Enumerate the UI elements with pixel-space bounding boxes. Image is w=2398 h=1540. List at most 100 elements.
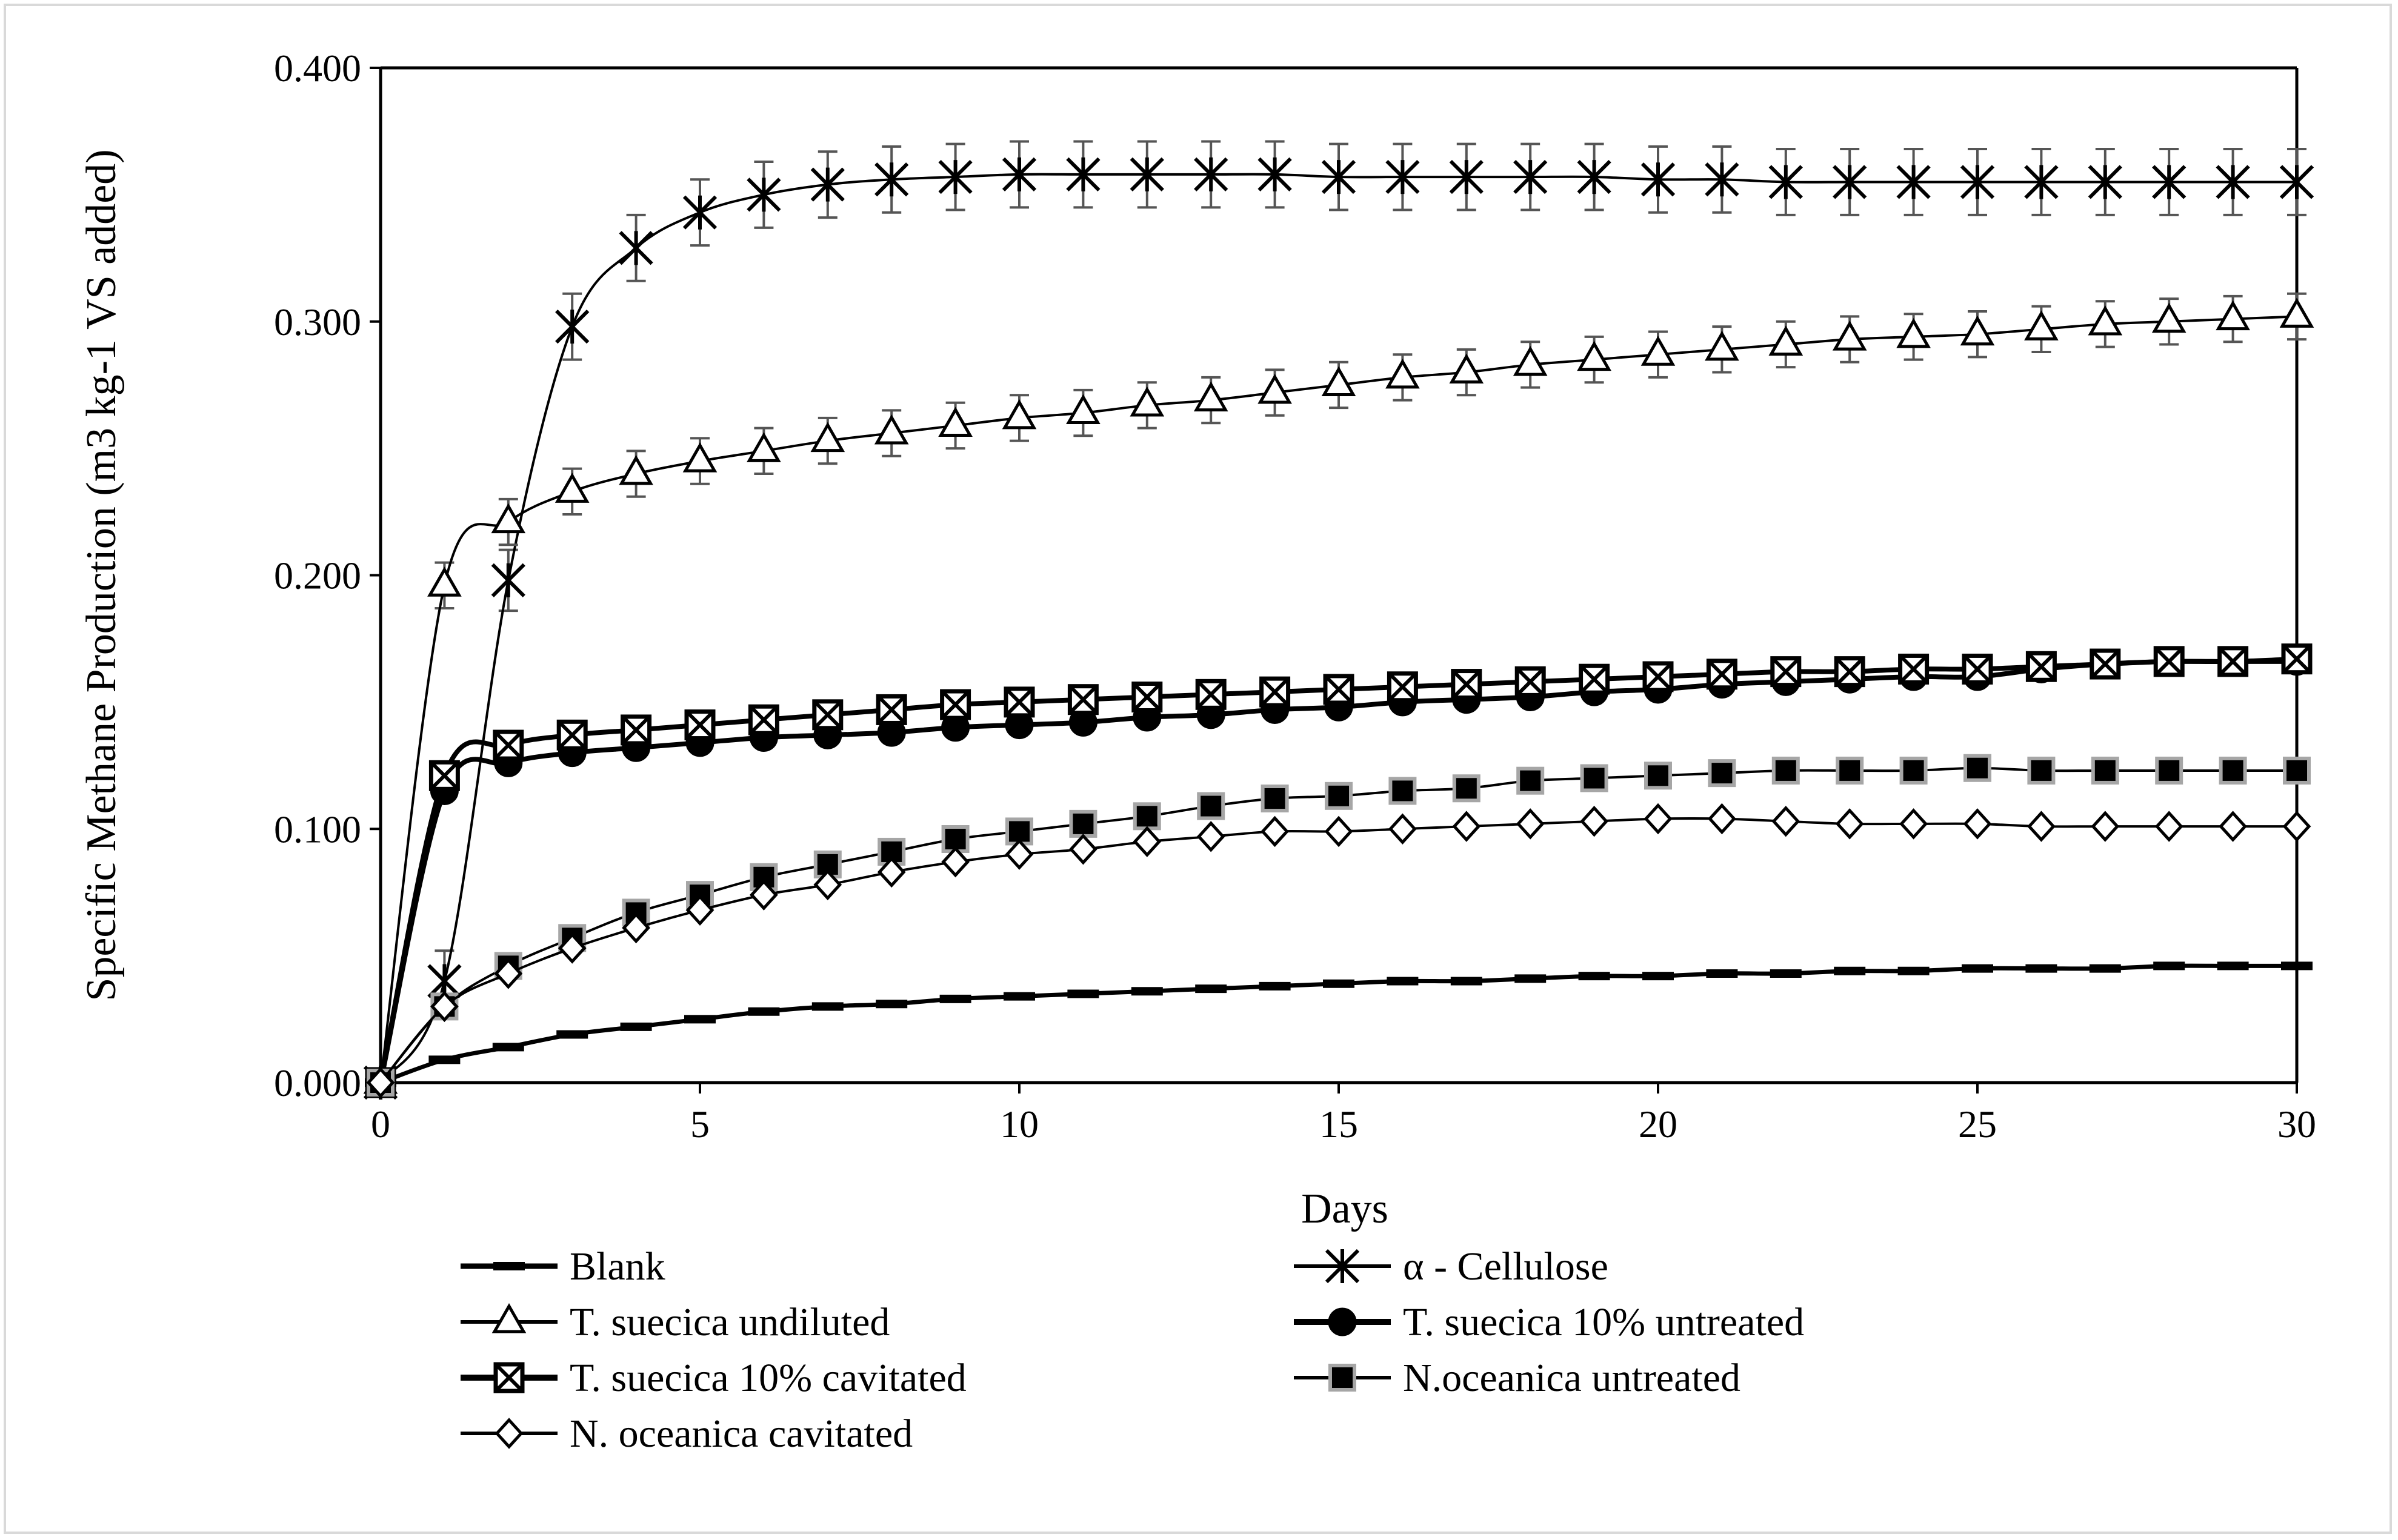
data-point — [1708, 803, 1736, 835]
data-point — [1705, 330, 1739, 361]
legend-swatch-marker — [1328, 1307, 1357, 1336]
legend-swatch-marker — [1328, 1364, 1356, 1392]
x-tick-label: 0 — [371, 1103, 390, 1146]
legend-item: T. suecica undiluted — [461, 1300, 890, 1344]
data-point — [1896, 165, 1931, 199]
data-point — [2151, 302, 2187, 333]
data-point — [2024, 165, 2059, 199]
data-point — [1133, 826, 1162, 857]
data-point — [876, 694, 907, 725]
data-point — [750, 879, 778, 911]
data-point — [1385, 159, 1420, 194]
data-point — [1960, 165, 1995, 199]
data-point — [427, 566, 462, 597]
data-point — [1066, 394, 1101, 424]
data-point — [1644, 762, 1672, 790]
legend-label: T. suecica 10% untreated — [1403, 1300, 1804, 1344]
series-6 — [366, 803, 2311, 1098]
data-point — [1195, 679, 1227, 710]
series-line — [378, 659, 2297, 1083]
series-line — [379, 817, 2297, 1084]
data-point — [366, 1067, 395, 1098]
data-point — [1577, 340, 1611, 371]
data-point — [747, 178, 781, 212]
data-point — [491, 563, 525, 597]
data-point — [1832, 320, 1867, 351]
data-point — [1069, 809, 1097, 838]
data-point — [2281, 643, 2313, 675]
data-point — [2027, 756, 2056, 785]
data-point — [682, 442, 718, 473]
data-point — [1644, 803, 1673, 835]
data-point — [1516, 766, 1545, 795]
data-point — [1005, 838, 1034, 870]
x-tick-label: 15 — [1319, 1103, 1358, 1146]
legend-item: Blank — [461, 1244, 665, 1289]
data-point — [2216, 165, 2250, 199]
data-point — [1962, 653, 1993, 685]
legend-label: T. suecica undiluted — [570, 1300, 890, 1344]
data-point — [812, 699, 844, 731]
data-point — [1388, 777, 1417, 805]
x-tick-label: 30 — [2277, 1103, 2316, 1146]
data-point — [2088, 165, 2122, 199]
data-point — [2216, 300, 2250, 331]
data-point — [1771, 756, 1800, 785]
data-point — [810, 422, 845, 453]
data-point — [622, 912, 650, 944]
legend-label: α - Cellulose — [1403, 1244, 1608, 1289]
data-point — [1069, 834, 1097, 865]
y-tick-label: 0.200 — [274, 554, 361, 597]
data-point — [1513, 159, 1548, 194]
series-3 — [366, 647, 2311, 1097]
data-point — [1899, 756, 1928, 785]
y-tick-label: 0.000 — [274, 1061, 361, 1104]
data-point — [747, 432, 781, 462]
series-5 — [367, 754, 2311, 1097]
data-point — [493, 729, 524, 761]
data-point — [1642, 661, 1674, 692]
data-point — [1705, 162, 1739, 197]
data-point — [938, 159, 973, 194]
data-point — [2217, 646, 2249, 677]
series-line — [379, 766, 2297, 1084]
data-point — [1193, 381, 1228, 412]
data-point — [2024, 310, 2059, 340]
data-point — [2090, 648, 2121, 680]
data-point — [1580, 764, 1608, 792]
series-2 — [363, 292, 2314, 1094]
data-point — [940, 689, 971, 720]
data-point — [1960, 315, 1995, 346]
data-point — [1708, 759, 1736, 788]
data-point — [1706, 659, 1737, 690]
legend-item: N.oceanica untreated — [1294, 1356, 1740, 1400]
data-point — [874, 162, 909, 197]
data-point — [555, 473, 590, 503]
data-point — [1257, 157, 1292, 191]
data-point — [682, 195, 718, 230]
y-tick-label: 0.300 — [274, 300, 361, 344]
data-point — [2155, 756, 2183, 785]
legend-swatch-marker — [495, 1418, 524, 1449]
data-point — [938, 407, 973, 437]
data-point — [1963, 754, 1991, 782]
data-point — [1516, 808, 1545, 840]
data-point — [1771, 805, 1800, 837]
x-tick-label: 5 — [690, 1103, 710, 1146]
series-0 — [365, 961, 2313, 1087]
data-point — [1259, 676, 1291, 708]
data-point — [1770, 656, 1802, 688]
data-point — [1833, 165, 1867, 199]
data-point — [1898, 653, 1930, 685]
data-point — [941, 846, 970, 878]
data-point — [1836, 756, 1864, 785]
data-point — [1196, 821, 1225, 852]
data-point — [1261, 815, 1289, 848]
data-point — [2279, 297, 2314, 328]
chart-frame — [4, 4, 2392, 1534]
data-point — [430, 991, 459, 1023]
data-point — [428, 760, 460, 791]
data-point — [1067, 684, 1099, 715]
data-point — [1323, 674, 1354, 705]
data-point — [1197, 792, 1225, 820]
